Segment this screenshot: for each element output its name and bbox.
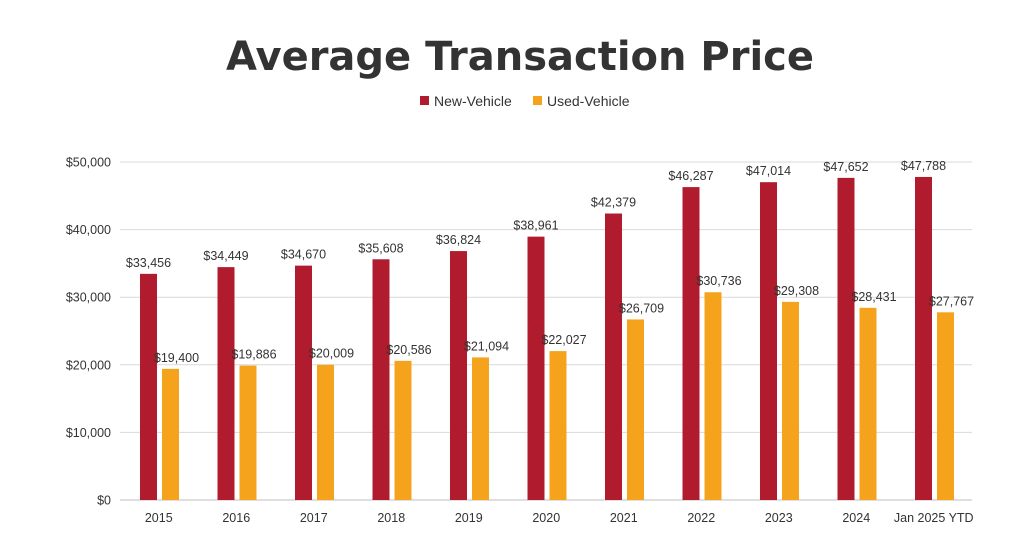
legend-swatch-new-vehicle (420, 96, 429, 105)
new-vehicle-bar (605, 213, 622, 501)
used-vehicle-bar (317, 364, 334, 500)
x-tick-label: 2019 (455, 511, 483, 525)
x-tick-label: 2021 (610, 511, 638, 525)
y-tick-label: $40,000 (66, 223, 111, 237)
legend-swatch-used-vehicle (533, 96, 542, 105)
x-axis: 2015 2016 2017 2018 2019 2020 2021 2022 2023 2024… (145, 511, 974, 525)
new-vehicle-data-label: $47,652 (823, 160, 868, 174)
new-vehicle-data-label: $47,788 (901, 159, 946, 173)
new-vehicle-data-label: $42,379 (591, 196, 636, 210)
new-vehicle-bar (372, 259, 390, 500)
gridlines (120, 161, 972, 501)
x-tick-label: 2015 (145, 511, 173, 525)
used-vehicle-bar (859, 307, 877, 500)
x-tick-label: 2017 (300, 511, 328, 525)
new-vehicle-bar (450, 251, 467, 500)
new-vehicle-data-label: $38,961 (513, 219, 558, 233)
legend-label-new-vehicle: New-Vehicle (434, 93, 512, 109)
used-vehicle-bar (549, 351, 567, 500)
x-tick-label: 2024 (842, 511, 870, 525)
x-tick-label: Jan 2025 YTD (894, 511, 974, 525)
used-vehicle-data-label: $29,308 (774, 284, 819, 298)
used-vehicle-bar (937, 312, 954, 500)
new-vehicle-data-label: $47,014 (746, 164, 791, 178)
x-tick-label: 2023 (765, 511, 793, 525)
chart-title: Average Transaction Price (226, 34, 814, 80)
used-vehicle-data-label: $20,009 (309, 347, 354, 361)
new-vehicle-bar (837, 177, 855, 500)
used-vehicle-data-label: $19,886 (231, 348, 276, 362)
new-vehicle-data-label: $35,608 (358, 241, 403, 255)
new-vehicle-bar (217, 267, 235, 500)
bars (140, 176, 954, 501)
new-vehicle-data-label: $46,287 (668, 169, 713, 183)
used-vehicle-bar (627, 319, 644, 500)
new-vehicle-data-label: $34,670 (281, 248, 326, 262)
new-vehicle-data-label: $33,456 (126, 256, 171, 270)
used-vehicle-data-label: $21,094 (464, 339, 509, 353)
used-vehicle-data-label: $20,586 (386, 343, 431, 357)
used-vehicle-bar (162, 368, 179, 500)
used-vehicle-data-label: $30,736 (696, 274, 741, 288)
new-vehicle-bar (140, 273, 157, 500)
y-tick-label: $0 (97, 494, 111, 508)
used-vehicle-bar (239, 365, 257, 500)
used-vehicle-bar (394, 360, 412, 500)
x-tick-label: 2020 (532, 511, 560, 525)
y-tick-label: $20,000 (66, 358, 111, 372)
y-tick-label: $50,000 (66, 156, 111, 170)
legend-label-used-vehicle: Used-Vehicle (547, 93, 630, 109)
new-vehicle-bar (527, 236, 545, 500)
data-labels: $33,456 $34,449 $34,670 $35,608 $36,824 $38,9… (126, 159, 974, 365)
x-tick-label: 2022 (687, 511, 715, 525)
y-axis: $0 $10,000 $20,000 $30,000 $40,000 $50,000 (66, 156, 111, 508)
new-vehicle-bar (760, 182, 777, 500)
used-vehicle-bar (704, 292, 722, 500)
used-vehicle-bar (782, 301, 799, 500)
x-tick-label: 2018 (377, 511, 405, 525)
new-vehicle-bar (295, 265, 312, 500)
x-tick-label: 2016 (222, 511, 250, 525)
used-vehicle-data-label: $28,431 (851, 290, 896, 304)
legend: New-Vehicle Used-Vehicle (420, 93, 630, 109)
new-vehicle-data-label: $36,824 (436, 233, 481, 247)
used-vehicle-data-label: $26,709 (619, 301, 664, 315)
y-tick-label: $10,000 (66, 426, 111, 440)
used-vehicle-data-label: $19,400 (154, 351, 199, 365)
new-vehicle-bar (915, 176, 932, 500)
y-tick-label: $30,000 (66, 291, 111, 305)
used-vehicle-bar (472, 357, 489, 500)
used-vehicle-data-label: $27,767 (929, 294, 974, 308)
used-vehicle-data-label: $22,027 (541, 333, 586, 347)
new-vehicle-data-label: $34,449 (203, 249, 248, 263)
new-vehicle-bar (682, 187, 700, 500)
